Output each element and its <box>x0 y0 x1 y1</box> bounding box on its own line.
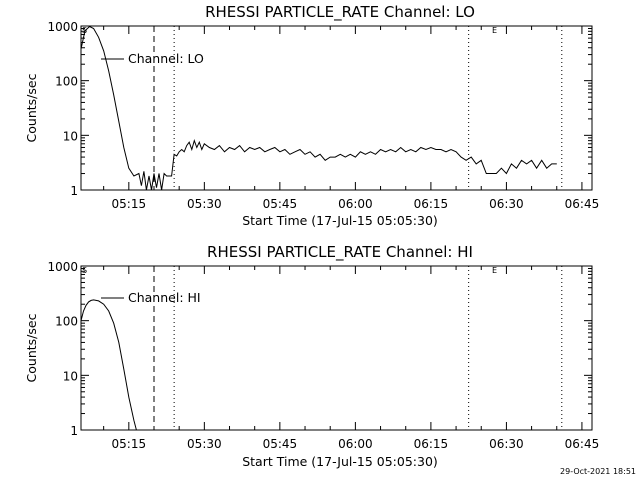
footer-timestamp: 29-Oct-2021 18:51 <box>560 467 636 476</box>
chart-hi-x-tick-label: 06:30 <box>489 437 524 451</box>
chart-hi-x-tick-label: 06:15 <box>414 437 449 451</box>
chart-lo-x-tick-label: 05:30 <box>187 197 222 211</box>
chart-lo-y-tick-label: 10 <box>63 129 78 143</box>
chart-hi-ylabel: Counts/sec <box>24 313 39 382</box>
chart-hi-series-line <box>80 299 137 431</box>
chart-hi-xlabel: Start Time (17-Jul-15 05:05:30) <box>242 454 438 469</box>
chart-hi-x-tick-label: 05:30 <box>187 437 222 451</box>
chart-lo-x-tick-label: 06:30 <box>489 197 524 211</box>
chart-hi-y-tick-label: 100 <box>55 315 78 329</box>
chart-hi-x-tick-label: 06:45 <box>565 437 600 451</box>
chart-hi-x-tick-label: 05:15 <box>112 437 147 451</box>
chart-lo-x-tick-label: 06:45 <box>565 197 600 211</box>
chart-lo-x-tick-label: 06:15 <box>414 197 449 211</box>
chart-lo-x-tick-label: 05:15 <box>112 197 147 211</box>
chart-hi-y-tick-label: 10 <box>63 369 78 383</box>
chart-lo-y-tick-label: 100 <box>55 75 78 89</box>
chart-hi-series-label: Channel: HI <box>128 290 201 305</box>
chart-hi-title: RHESSI PARTICLE_RATE Channel: HI <box>207 243 473 262</box>
chart-lo-end-annotation: E <box>492 26 497 35</box>
chart-hi-x-tick-label: 05:45 <box>263 437 298 451</box>
chart-lo-series-label: Channel: LO <box>128 51 204 66</box>
chart-hi-plot-frame <box>80 265 593 431</box>
chart-hi-x-tick-label: 06:00 <box>338 437 373 451</box>
chart-lo-series-line <box>80 25 557 191</box>
chart-lo-plot-frame <box>80 25 593 191</box>
chart-lo-ylabel: Counts/sec <box>24 73 39 142</box>
chart-lo-title: RHESSI PARTICLE_RATE Channel: LO <box>205 3 475 22</box>
chart-hi-panel: RHESSI PARTICLE_RATE Channel: HI Start T… <box>24 243 599 469</box>
chart-lo-x-tick-label: 06:00 <box>338 197 373 211</box>
chart-lo-x-tick-label: 05:45 <box>263 197 298 211</box>
chart-lo-y-tick-label: 1000 <box>47 20 78 34</box>
chart-lo-panel: RHESSI PARTICLE_RATE Channel: LO Start T… <box>24 3 599 228</box>
chart-lo-xlabel: Start Time (17-Jul-15 05:05:30) <box>242 213 438 228</box>
chart-hi-start-annotation: S <box>82 266 87 275</box>
chart-hi-y-tick-label: 1000 <box>47 260 78 274</box>
chart-hi-end-annotation: E <box>492 266 497 275</box>
chart-lo-y-tick-label: 1 <box>70 184 78 198</box>
chart-hi-y-tick-label: 1 <box>70 424 78 438</box>
